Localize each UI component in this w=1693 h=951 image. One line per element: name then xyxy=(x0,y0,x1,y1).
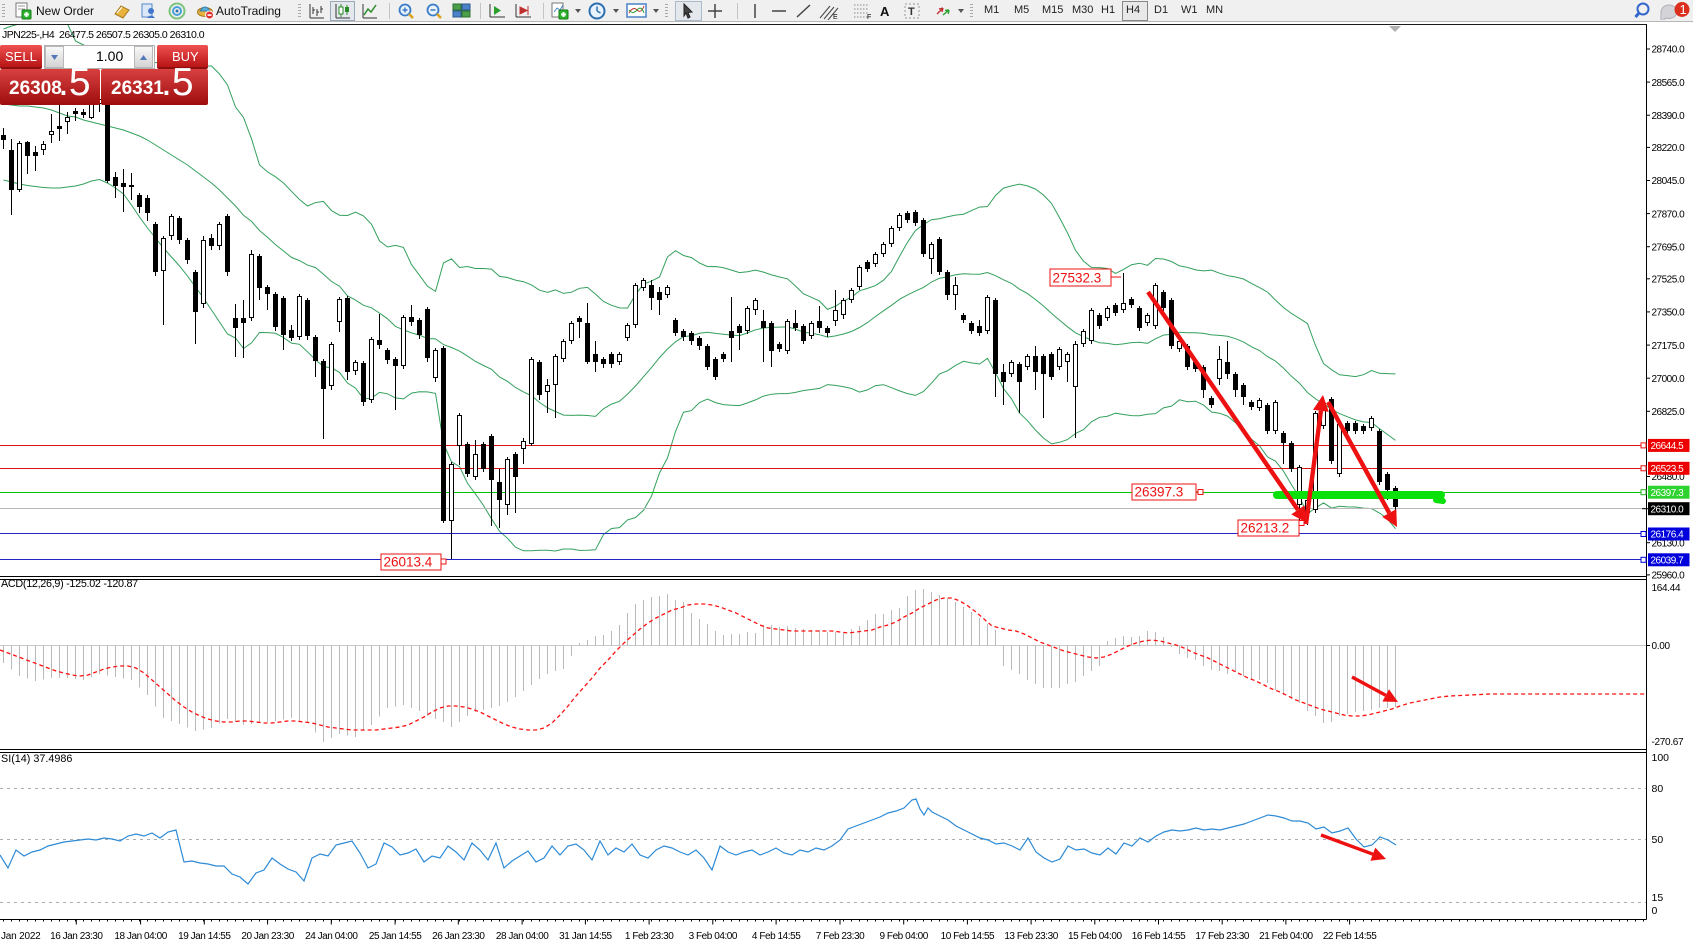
svg-text:18 Jan 04:00: 18 Jan 04:00 xyxy=(114,931,167,942)
svg-text:JPN225-,H4 26477.5 26507.5 26: JPN225-,H4 26477.5 26507.5 26305.0 26310… xyxy=(2,29,205,41)
svg-text:26825.0: 26825.0 xyxy=(1652,407,1686,418)
svg-text:21 Feb 04:00: 21 Feb 04:00 xyxy=(1259,931,1313,942)
svg-text:24 Jan 04:00: 24 Jan 04:00 xyxy=(305,931,358,942)
svg-text:26523.5: 26523.5 xyxy=(1651,464,1685,475)
svg-text:28045.0: 28045.0 xyxy=(1652,176,1686,187)
svg-text:1: 1 xyxy=(1680,2,1687,17)
svg-text:4 Feb 14:55: 4 Feb 14:55 xyxy=(752,931,801,942)
svg-text:26397.3: 26397.3 xyxy=(1135,485,1184,500)
svg-text:28 Jan 04:00: 28 Jan 04:00 xyxy=(496,931,549,942)
svg-text:80: 80 xyxy=(1652,783,1664,795)
svg-text:27695.0: 27695.0 xyxy=(1652,242,1686,253)
svg-text:9 Feb 04:00: 9 Feb 04:00 xyxy=(879,931,928,942)
svg-text:19 Jan 14:55: 19 Jan 14:55 xyxy=(178,931,231,942)
svg-text:T: T xyxy=(908,6,915,18)
svg-text:25 Jan 14:55: 25 Jan 14:55 xyxy=(369,931,422,942)
svg-text:16 Jan 23:30: 16 Jan 23:30 xyxy=(50,931,103,942)
svg-text:1 Feb 23:30: 1 Feb 23:30 xyxy=(625,931,674,942)
svg-text:27350.0: 27350.0 xyxy=(1652,308,1686,319)
svg-text:27870.0: 27870.0 xyxy=(1652,209,1686,220)
svg-text:16 Feb 14:55: 16 Feb 14:55 xyxy=(1132,931,1186,942)
svg-text:27175.0: 27175.0 xyxy=(1652,341,1686,352)
svg-text:28740.0: 28740.0 xyxy=(1652,45,1686,56)
svg-text:0: 0 xyxy=(1652,905,1658,917)
svg-text:27525.0: 27525.0 xyxy=(1652,275,1686,286)
svg-text:26310.0: 26310.0 xyxy=(1651,504,1685,515)
svg-text:22 Feb 14:55: 22 Feb 14:55 xyxy=(1323,931,1377,942)
svg-text:3 Feb 04:00: 3 Feb 04:00 xyxy=(689,931,738,942)
svg-text:26213.2: 26213.2 xyxy=(1241,521,1290,536)
svg-text:50: 50 xyxy=(1652,834,1664,846)
svg-text:26176.4: 26176.4 xyxy=(1651,530,1685,541)
svg-text:10 Feb 14:55: 10 Feb 14:55 xyxy=(941,931,995,942)
svg-text:164.44: 164.44 xyxy=(1652,583,1682,594)
svg-text:20 Jan 23:30: 20 Jan 23:30 xyxy=(241,931,294,942)
svg-text:26130.0: 26130.0 xyxy=(1652,538,1686,549)
svg-text:17 Feb 23:30: 17 Feb 23:30 xyxy=(1195,931,1249,942)
svg-text:26397.3: 26397.3 xyxy=(1651,488,1685,499)
svg-text:26 Jan 23:30: 26 Jan 23:30 xyxy=(432,931,485,942)
svg-text:28565.0: 28565.0 xyxy=(1652,78,1686,89)
svg-text:F: F xyxy=(867,14,871,20)
svg-text:15 Feb 04:00: 15 Feb 04:00 xyxy=(1068,931,1122,942)
svg-text:100: 100 xyxy=(1652,752,1670,764)
svg-text:28390.0: 28390.0 xyxy=(1652,111,1686,122)
svg-text:31 Jan 14:55: 31 Jan 14:55 xyxy=(559,931,612,942)
svg-text:E: E xyxy=(833,14,838,20)
svg-text:0.00: 0.00 xyxy=(1652,641,1671,652)
svg-text:ACD(12,26,9) -125.02 -120.87: ACD(12,26,9) -125.02 -120.87 xyxy=(1,578,138,590)
svg-text:27532.3: 27532.3 xyxy=(1053,271,1102,286)
svg-text:15: 15 xyxy=(1652,892,1664,904)
svg-text:26039.7: 26039.7 xyxy=(1651,555,1685,566)
svg-text:28220.0: 28220.0 xyxy=(1652,143,1686,154)
svg-text:-270.67: -270.67 xyxy=(1652,737,1685,748)
svg-text:26480.0: 26480.0 xyxy=(1652,472,1686,483)
svg-text:25960.0: 25960.0 xyxy=(1652,571,1686,582)
svg-text:7 Feb 23:30: 7 Feb 23:30 xyxy=(816,931,865,942)
svg-text:26013.4: 26013.4 xyxy=(384,555,433,570)
svg-text:SI(14) 37.4986: SI(14) 37.4986 xyxy=(1,753,72,765)
svg-text:27000.0: 27000.0 xyxy=(1652,374,1686,385)
svg-text:26644.5: 26644.5 xyxy=(1651,441,1685,452)
svg-text:13 Feb 23:30: 13 Feb 23:30 xyxy=(1004,931,1058,942)
svg-text:Jan 2022: Jan 2022 xyxy=(1,931,41,942)
